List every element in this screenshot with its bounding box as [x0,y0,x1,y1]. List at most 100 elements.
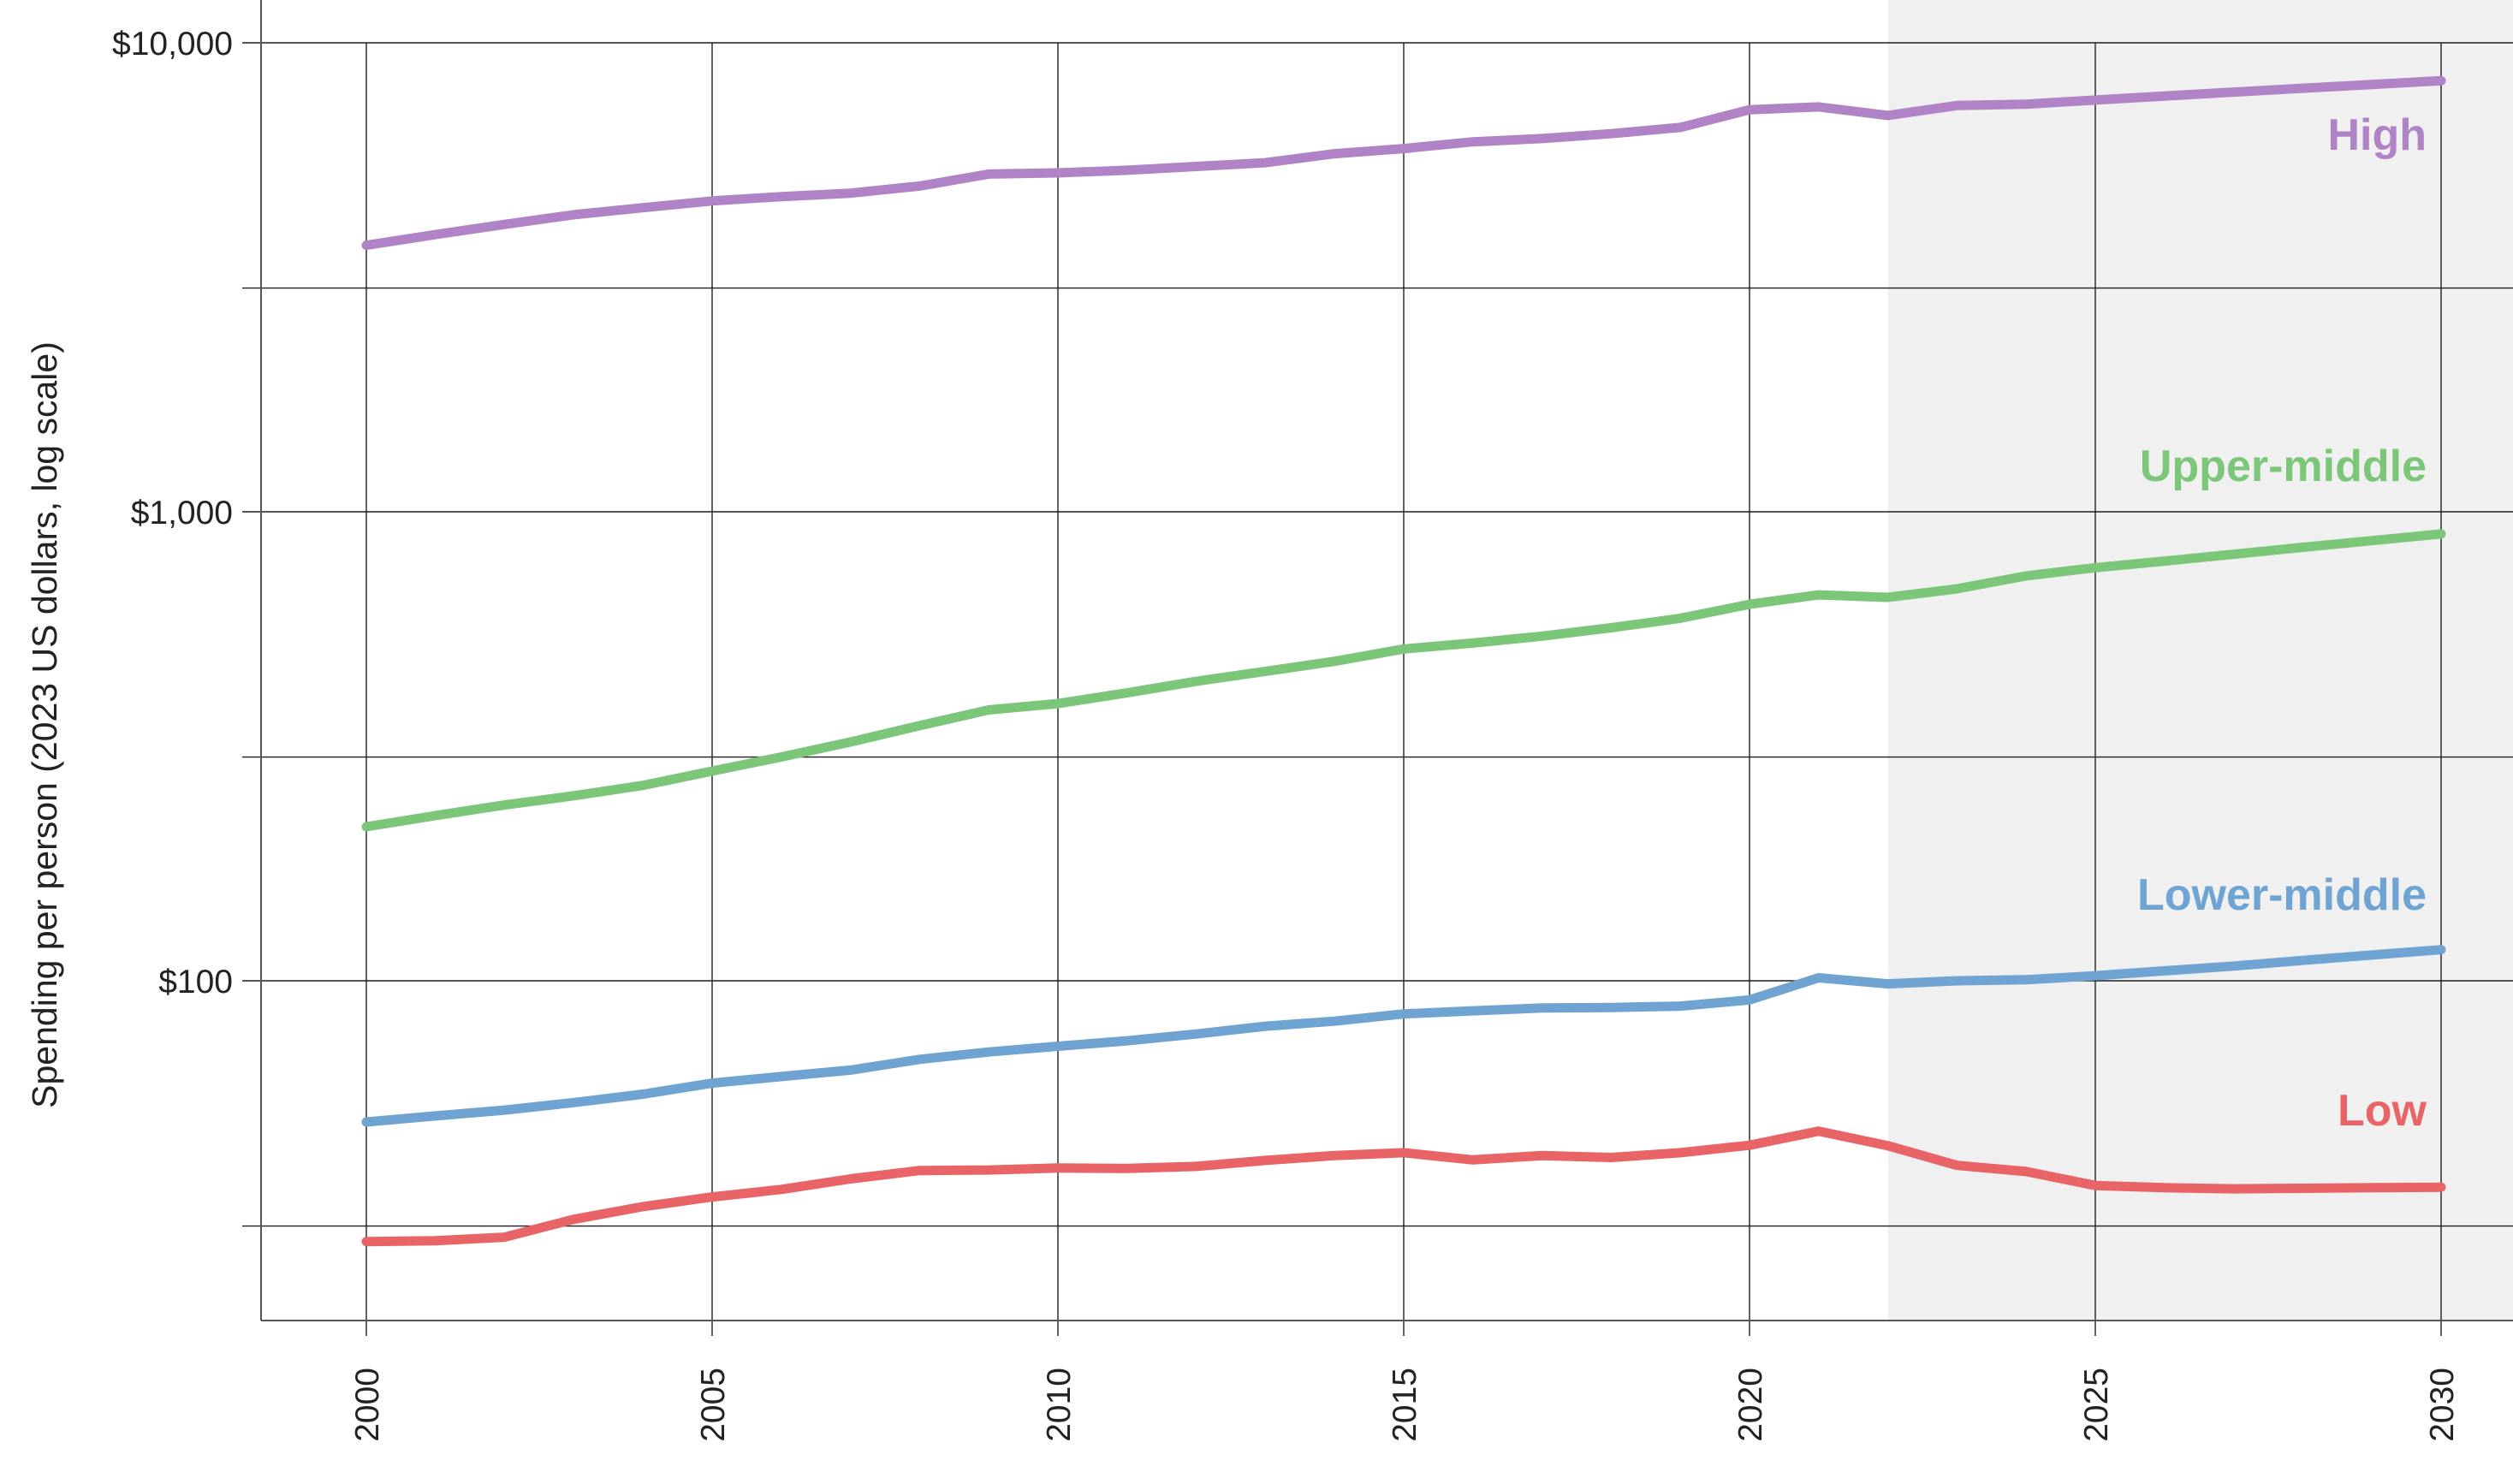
data-point-upper-middle [1952,585,1961,593]
data-point-upper-middle [1330,657,1339,666]
data-point-upper-middle [708,767,716,775]
data-point-lower-middle [1815,974,1823,982]
data-point-lower-middle [1399,1010,1408,1018]
data-point-lower-middle [1884,980,1892,988]
data-point-high [1261,158,1269,167]
data-point-upper-middle [1884,593,1892,602]
data-point-high [362,241,371,250]
data-point-low [2091,1181,2100,1190]
y-tick-label: $100 [158,964,233,1000]
data-point-upper-middle [501,801,509,810]
data-point-low [2022,1167,2030,1176]
data-point-low [2367,1184,2376,1192]
data-point-lower-middle [639,1090,647,1099]
x-tick-label: 2030 [2424,1368,2461,1442]
data-point-high [2437,76,2445,85]
data-point-upper-middle [2230,550,2238,559]
data-point-lower-middle [2230,962,2238,971]
data-point-low [1745,1141,1754,1149]
data-point-lower-middle [1538,1004,1547,1012]
data-point-lower-middle [1745,995,1754,1004]
data-point-lower-middle [569,1098,578,1107]
data-point-high [2230,88,2238,97]
data-point-low [569,1215,578,1224]
data-point-upper-middle [362,822,371,831]
data-point-lower-middle [2298,956,2307,965]
data-point-upper-middle [2298,543,2307,552]
data-point-low [1815,1127,1823,1136]
y-tick-label: $1,000 [131,495,233,531]
data-point-high [1538,134,1547,143]
data-point-low [847,1175,855,1184]
data-point-lower-middle [2367,951,2376,959]
data-point-lower-middle [1054,1042,1062,1051]
data-point-high [1192,163,1201,171]
data-point-upper-middle [2022,572,2030,580]
data-point-lower-middle [1952,976,1961,985]
data-point-upper-middle [1261,667,1269,675]
data-point-high [984,169,993,178]
data-point-high [1676,123,1684,132]
data-point-lower-middle [362,1118,371,1126]
data-point-high [1399,145,1408,153]
series-labels: High Upper-middle Lower-middle Low [2137,110,2427,1136]
data-point-upper-middle [2367,537,2376,545]
series-line-lower-middle [361,945,2446,1127]
data-point-low [984,1166,993,1174]
data-point-high [569,211,578,219]
data-point-low [915,1166,924,1175]
data-point-low [1192,1162,1201,1171]
data-point-upper-middle [1815,591,1823,599]
data-point-upper-middle [984,706,993,715]
data-point-upper-middle [1745,600,1754,608]
data-point-lower-middle [1676,1002,1684,1011]
data-point-high [1123,166,1132,175]
series-label-high: High [2327,110,2427,160]
data-point-low [1607,1154,1615,1162]
tick-labels: $100 $1,000 $10,000 2000 2005 2010 2015 2020 202… [112,26,2461,1442]
series-line-upper-middle [361,529,2446,832]
data-point-lower-middle [501,1106,509,1114]
data-point-lower-middle [708,1079,716,1088]
data-point-high [2367,80,2376,89]
data-point-low [362,1238,371,1246]
data-point-upper-middle [847,738,855,746]
data-point-upper-middle [639,781,647,790]
data-point-lower-middle [915,1055,924,1064]
data-point-low [1952,1161,1961,1170]
data-point-low [1469,1155,1477,1164]
y-axis-title: Spending per person (2023 US dollars, lo… [25,341,64,1108]
data-point-lower-middle [847,1066,855,1074]
data-point-high [1952,101,1961,110]
data-point-high [847,189,855,198]
series-line-low [361,1126,2446,1247]
data-point-high [2298,84,2307,92]
data-point-high [777,193,786,201]
data-point-lower-middle [1330,1017,1339,1025]
data-point-upper-middle [1607,624,1615,632]
data-point-high [2022,100,2030,109]
data-point-low [708,1193,716,1202]
data-point-lower-middle [1607,1003,1615,1012]
data-point-upper-middle [1676,614,1684,622]
series-label-lower-middle: Lower-middle [2137,870,2427,920]
data-point-high [1607,129,1615,138]
series-line-high [361,75,2446,251]
data-point-upper-middle [1469,638,1477,647]
data-point-high [1469,138,1477,146]
series-label-upper-middle: Upper-middle [2140,442,2427,491]
data-point-upper-middle [2091,563,2100,572]
data-point-low [777,1185,786,1194]
data-point-low [2160,1184,2169,1192]
data-point-lower-middle [431,1112,440,1120]
data-point-lower-middle [1192,1030,1201,1038]
data-point-low [1261,1156,1269,1165]
data-point-high [431,230,440,239]
data-point-lower-middle [2022,976,2030,984]
gridlines [242,42,2513,1336]
data-point-lower-middle [1123,1036,1132,1045]
data-point-upper-middle [1399,644,1408,653]
data-point-upper-middle [2437,530,2445,538]
